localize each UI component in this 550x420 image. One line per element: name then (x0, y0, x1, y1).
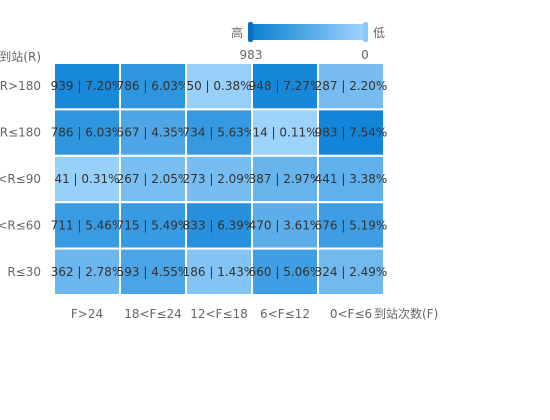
cell-label: 983 | 7.54% (315, 126, 388, 140)
y-tick-label: R>180 (0, 79, 41, 93)
heatmap-cell[interactable] (185, 247, 253, 297)
x-tick-label: F>24 (71, 307, 103, 321)
cell-label: 660 | 5.06% (249, 265, 322, 279)
cell-label: 939 | 7.20% (51, 79, 124, 93)
y-tick-label: 30<R≤60 (0, 218, 41, 232)
cell-label: 786 | 6.03% (51, 126, 124, 140)
cell-label: 14 | 0.11% (252, 126, 317, 140)
heatmap-cell[interactable] (185, 108, 253, 157)
heatmap-cells: 939 | 7.20%786 | 6.03%50 | 0.38%948 | 7.… (51, 62, 388, 297)
y-axis-title: 到站(R) (0, 50, 41, 64)
x-axis-ticks: F>24 18<F≤24 12<F≤18 6<F≤12 0<F≤6 (71, 307, 372, 321)
legend-high-label: 高 (231, 25, 243, 40)
cell-label: 786 | 6.03% (117, 79, 190, 93)
cell-label: 287 | 2.20% (315, 79, 388, 93)
legend-max-value: 983 (240, 48, 263, 62)
cell-label: 441 | 3.38% (315, 172, 388, 186)
legend-high-handle[interactable] (248, 22, 253, 42)
heatmap-cell[interactable] (53, 62, 121, 111)
heatmap-cell[interactable] (53, 201, 121, 250)
cell-label: 734 | 5.63% (183, 126, 256, 140)
cell-label: 324 | 2.49% (315, 265, 388, 279)
x-axis-title: 到站次数(F) (374, 306, 438, 321)
cell-label: 711 | 5.46% (51, 218, 124, 232)
cell-label: 387 | 2.97% (249, 172, 322, 186)
cell-label: 567 | 4.35% (117, 126, 190, 140)
heatmap-cell[interactable] (251, 154, 319, 204)
legend-low-handle[interactable] (363, 22, 368, 42)
cell-label: 50 | 0.38% (186, 79, 251, 93)
y-tick-label: R≤30 (7, 265, 41, 279)
heatmap-cell[interactable] (251, 201, 319, 250)
x-tick-label: 12<F≤18 (190, 307, 248, 321)
y-axis-ticks: R>180 90<R≤180 60<R≤90 30<R≤60 R≤30 (0, 79, 41, 279)
legend-low-label: 低 (373, 26, 385, 40)
heatmap-cell[interactable] (317, 108, 385, 157)
cell-label: 470 | 3.61% (249, 218, 322, 232)
cell-label: 41 | 0.31% (54, 172, 119, 186)
heatmap-cell[interactable] (53, 247, 121, 297)
cell-label: 273 | 2.09% (183, 172, 256, 186)
y-tick-label: 60<R≤90 (0, 172, 41, 186)
cell-label: 593 | 4.55% (117, 265, 190, 279)
heatmap-cell[interactable] (317, 247, 385, 297)
x-tick-label: 0<F≤6 (330, 307, 372, 321)
visual-map-legend: 高 低 983 0 (231, 22, 385, 62)
cell-label: 833 | 6.39% (183, 218, 256, 232)
cell-label: 715 | 5.49% (117, 218, 190, 232)
cell-label: 362 | 2.78% (51, 265, 124, 279)
cell-label: 186 | 1.43% (183, 265, 256, 279)
cell-label: 267 | 2.05% (117, 172, 190, 186)
x-tick-label: 18<F≤24 (124, 307, 182, 321)
heatmap-cell[interactable] (119, 154, 187, 204)
heatmap-cell[interactable] (119, 201, 187, 250)
legend-gradient-bar (250, 24, 366, 40)
heatmap-cell[interactable] (317, 201, 385, 250)
y-tick-label: 90<R≤180 (0, 126, 41, 140)
x-tick-label: 6<F≤12 (260, 307, 310, 321)
legend-min-value: 0 (361, 48, 369, 62)
heatmap-cell[interactable] (119, 247, 187, 297)
cell-label: 948 | 7.27% (249, 79, 322, 93)
cell-label: 676 | 5.19% (315, 218, 388, 232)
heatmap-cell[interactable] (53, 108, 121, 157)
